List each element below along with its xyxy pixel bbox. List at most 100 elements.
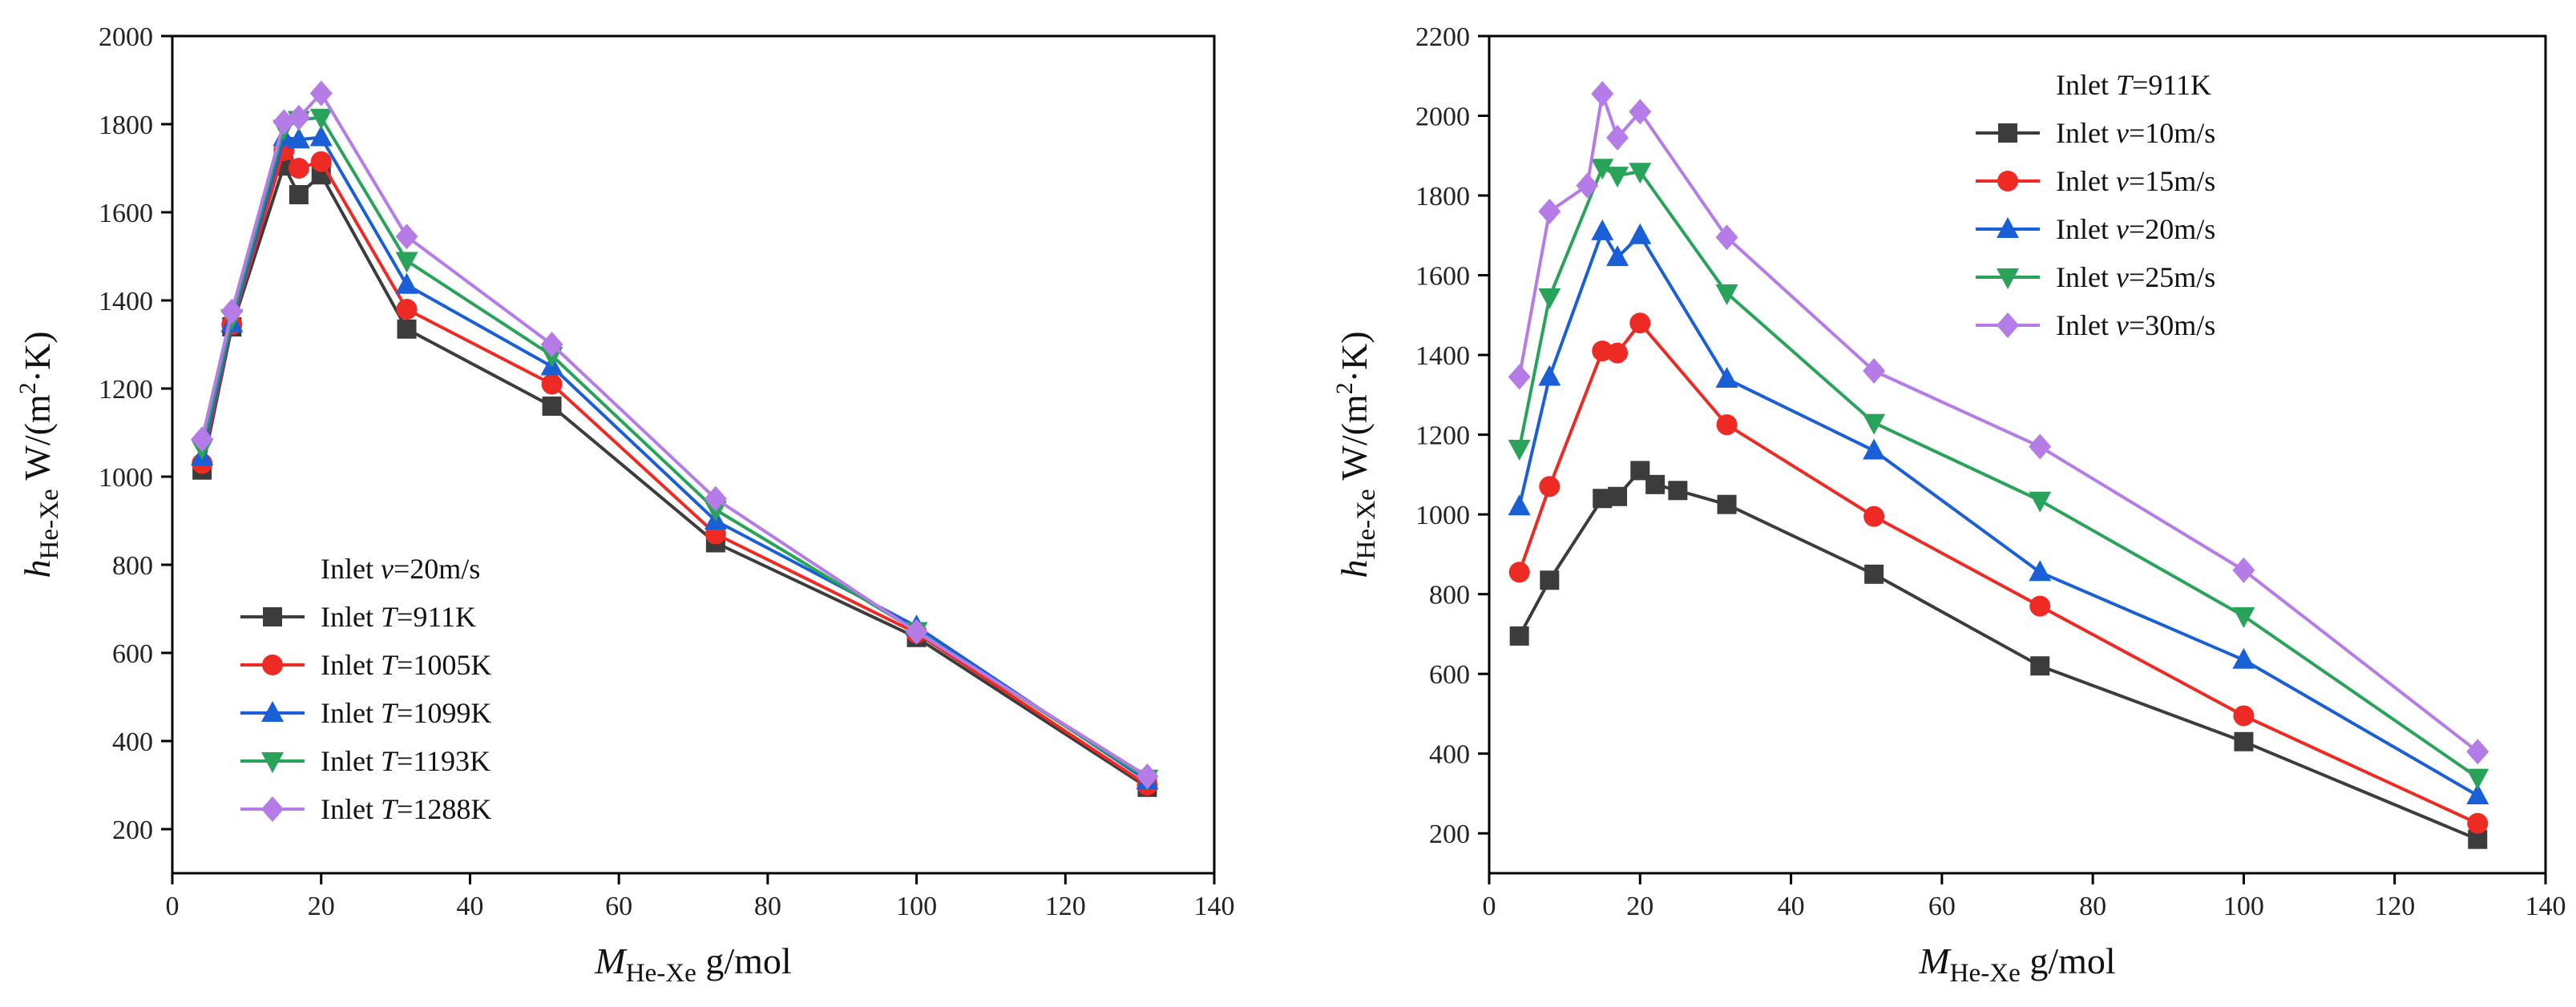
legend-marker bbox=[261, 796, 284, 822]
y-tick-label: 800 bbox=[112, 551, 153, 581]
data-point bbox=[905, 618, 928, 645]
plot-frame bbox=[1488, 34, 2547, 875]
plot-frame bbox=[171, 34, 1216, 875]
data-point bbox=[288, 158, 309, 179]
x-tick-label: 140 bbox=[1194, 892, 1235, 921]
x-tick-label: 100 bbox=[896, 892, 937, 921]
legend-marker bbox=[261, 752, 284, 773]
legend-marker bbox=[1998, 123, 2017, 143]
data-point bbox=[395, 272, 418, 294]
data-point bbox=[2466, 783, 2489, 804]
data-point bbox=[2029, 433, 2052, 460]
data-point bbox=[1629, 223, 1652, 244]
legend-label: Inlet v=30m/s bbox=[2056, 309, 2215, 341]
series-v-25m-s bbox=[1508, 159, 2489, 790]
y-tick-label: 1200 bbox=[99, 375, 153, 405]
data-point bbox=[395, 252, 418, 273]
series-line bbox=[200, 149, 1149, 787]
data-point bbox=[1539, 476, 1561, 497]
left-chart-panel: 0 20 40 60 80 100 120 140 200 400 600 800 1000 1200 14… bbox=[14, 22, 1235, 988]
data-point bbox=[1629, 312, 1651, 334]
legend-header: Inlet v=20m/s bbox=[321, 553, 480, 585]
data-point bbox=[2029, 595, 2051, 617]
series-line bbox=[200, 91, 1149, 778]
data-point bbox=[2233, 705, 2255, 727]
data-point bbox=[2232, 557, 2255, 583]
data-point bbox=[2232, 647, 2255, 669]
data-point bbox=[1716, 414, 1738, 436]
series-T-1193K bbox=[191, 108, 1159, 791]
data-point bbox=[2234, 731, 2254, 751]
x-tick-label: 20 bbox=[308, 892, 335, 921]
legend-label: Inlet T=1288K bbox=[321, 793, 491, 825]
data-point bbox=[287, 127, 310, 149]
y-tick-label: 1600 bbox=[99, 199, 153, 228]
data-point bbox=[1508, 364, 1531, 390]
data-point bbox=[1538, 365, 1561, 386]
data-point bbox=[310, 151, 332, 172]
data-point bbox=[2466, 768, 2489, 790]
series-line bbox=[1517, 321, 2479, 825]
legend-label: Inlet v=15m/s bbox=[2056, 165, 2215, 197]
data-point bbox=[220, 298, 244, 324]
legend-marker bbox=[1997, 217, 2019, 238]
data-point bbox=[1606, 245, 1629, 267]
x-tick-label: 140 bbox=[2526, 892, 2566, 921]
data-point bbox=[396, 299, 418, 320]
y-tick-label: 400 bbox=[112, 727, 153, 757]
data-point bbox=[1645, 474, 1666, 494]
legend-marker bbox=[1997, 268, 2019, 289]
x-tick-label: 120 bbox=[2374, 892, 2415, 921]
series-line bbox=[200, 164, 1149, 789]
x-tick-label: 80 bbox=[2079, 892, 2106, 921]
x-tick-label: 0 bbox=[1483, 892, 1496, 921]
x-tick-label: 120 bbox=[1045, 892, 1086, 921]
data-point bbox=[1863, 358, 1886, 384]
legend-label: Inlet v=25m/s bbox=[2056, 261, 2215, 293]
x-tick-label: 40 bbox=[1778, 892, 1805, 921]
y-axis-title: hHe-Xe W/(m2·K) bbox=[1331, 331, 1381, 578]
data-point bbox=[704, 485, 727, 512]
y-tick-label: 1400 bbox=[1415, 341, 1470, 371]
y-axis-title: hHe-Xe W/(m2·K) bbox=[14, 331, 64, 578]
y-tick-label: 600 bbox=[112, 639, 153, 669]
y-tick-label: 1600 bbox=[1415, 262, 1470, 292]
data-point bbox=[1717, 494, 1737, 514]
series-v-20m-s bbox=[1508, 219, 2489, 804]
data-point bbox=[542, 397, 562, 416]
data-point bbox=[1715, 366, 1738, 388]
series-v-10m-s bbox=[1509, 461, 2488, 849]
data-point bbox=[1606, 124, 1629, 151]
data-point bbox=[309, 80, 333, 107]
legend-marker bbox=[262, 655, 283, 675]
y-tick-label: 800 bbox=[1429, 581, 1470, 610]
data-point bbox=[1606, 167, 1629, 188]
x-tick-label: 60 bbox=[605, 892, 632, 921]
y-tick-label: 2200 bbox=[1415, 22, 1470, 52]
y-tick-label: 2000 bbox=[1415, 103, 1470, 132]
y-tick-label: 1200 bbox=[1415, 421, 1470, 451]
data-point bbox=[2030, 656, 2050, 676]
data-point bbox=[2029, 560, 2052, 582]
series-line bbox=[1517, 469, 2479, 841]
data-point bbox=[540, 332, 563, 357]
legend-marker bbox=[1997, 171, 2018, 191]
y-tick-label: 1800 bbox=[1415, 182, 1470, 211]
data-point bbox=[1715, 284, 1738, 305]
y-tick-label: 2000 bbox=[99, 22, 153, 52]
data-point bbox=[1591, 159, 1614, 180]
data-point bbox=[1608, 486, 1628, 506]
data-point bbox=[2467, 812, 2489, 834]
data-point bbox=[289, 185, 309, 204]
x-tick-label: 60 bbox=[1928, 892, 1956, 921]
y-tick-label: 200 bbox=[1429, 820, 1470, 849]
data-point bbox=[1508, 494, 1531, 516]
x-tick-label: 40 bbox=[456, 892, 483, 921]
y-tick-label: 600 bbox=[1429, 660, 1470, 690]
legend-marker bbox=[261, 701, 284, 722]
x-axis-title: MHe-Xe g/mol bbox=[1918, 941, 2115, 988]
data-point bbox=[1668, 481, 1688, 501]
data-point bbox=[309, 108, 333, 130]
data-point bbox=[1629, 99, 1652, 125]
